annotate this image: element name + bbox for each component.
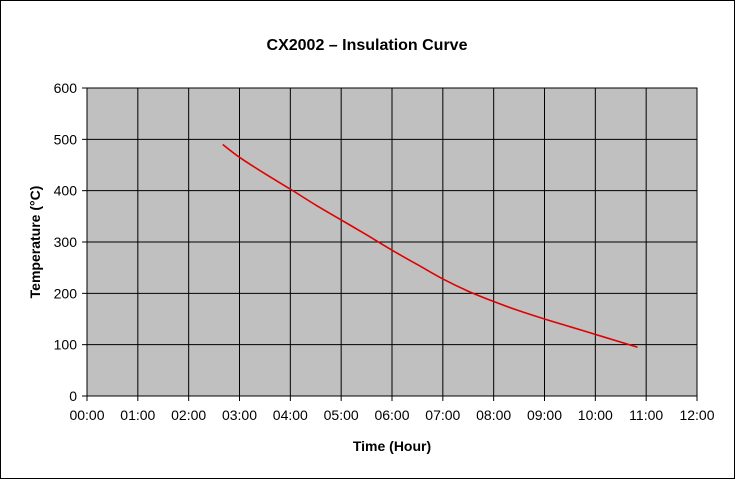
y-axis-title: Temperature (°C) bbox=[27, 186, 43, 299]
x-tick-label: 06:00 bbox=[374, 407, 409, 423]
x-tick-label: 00:00 bbox=[69, 407, 104, 423]
x-tick-label: 11:00 bbox=[629, 407, 663, 423]
x-tick-label: 12:00 bbox=[679, 407, 714, 423]
x-tick-label: 04:00 bbox=[273, 407, 308, 423]
x-tick-label: 05:00 bbox=[324, 407, 359, 423]
y-axis: 0 100 200 300 400 500 600 bbox=[54, 80, 87, 404]
x-tick-label: 09:00 bbox=[527, 407, 562, 423]
y-tick-label: 500 bbox=[54, 131, 78, 147]
x-tick-label: 08:00 bbox=[476, 407, 511, 423]
x-tick-label: 02:00 bbox=[171, 407, 206, 423]
y-tick-label: 200 bbox=[54, 285, 78, 301]
x-axis: 00:00 01:00 02:00 03:00 04:00 05:00 06:00 07:00… bbox=[69, 396, 715, 423]
chart-title: CX2002 – Insulation Curve bbox=[267, 37, 468, 54]
series-line bbox=[222, 143, 638, 348]
x-tick-label: 03:00 bbox=[222, 407, 257, 423]
y-tick-label: 600 bbox=[54, 80, 78, 96]
y-tick-label: 0 bbox=[69, 388, 77, 404]
y-tick-label: 100 bbox=[54, 337, 78, 353]
x-tick-label: 07:00 bbox=[425, 407, 460, 423]
y-tick-label: 300 bbox=[54, 234, 78, 250]
x-axis-title: Time (Hour) bbox=[353, 438, 431, 454]
x-tick-label: 10:00 bbox=[578, 407, 613, 423]
series bbox=[222, 143, 638, 348]
y-tick-label: 400 bbox=[54, 183, 78, 199]
x-tick-label: 01:00 bbox=[120, 407, 155, 423]
